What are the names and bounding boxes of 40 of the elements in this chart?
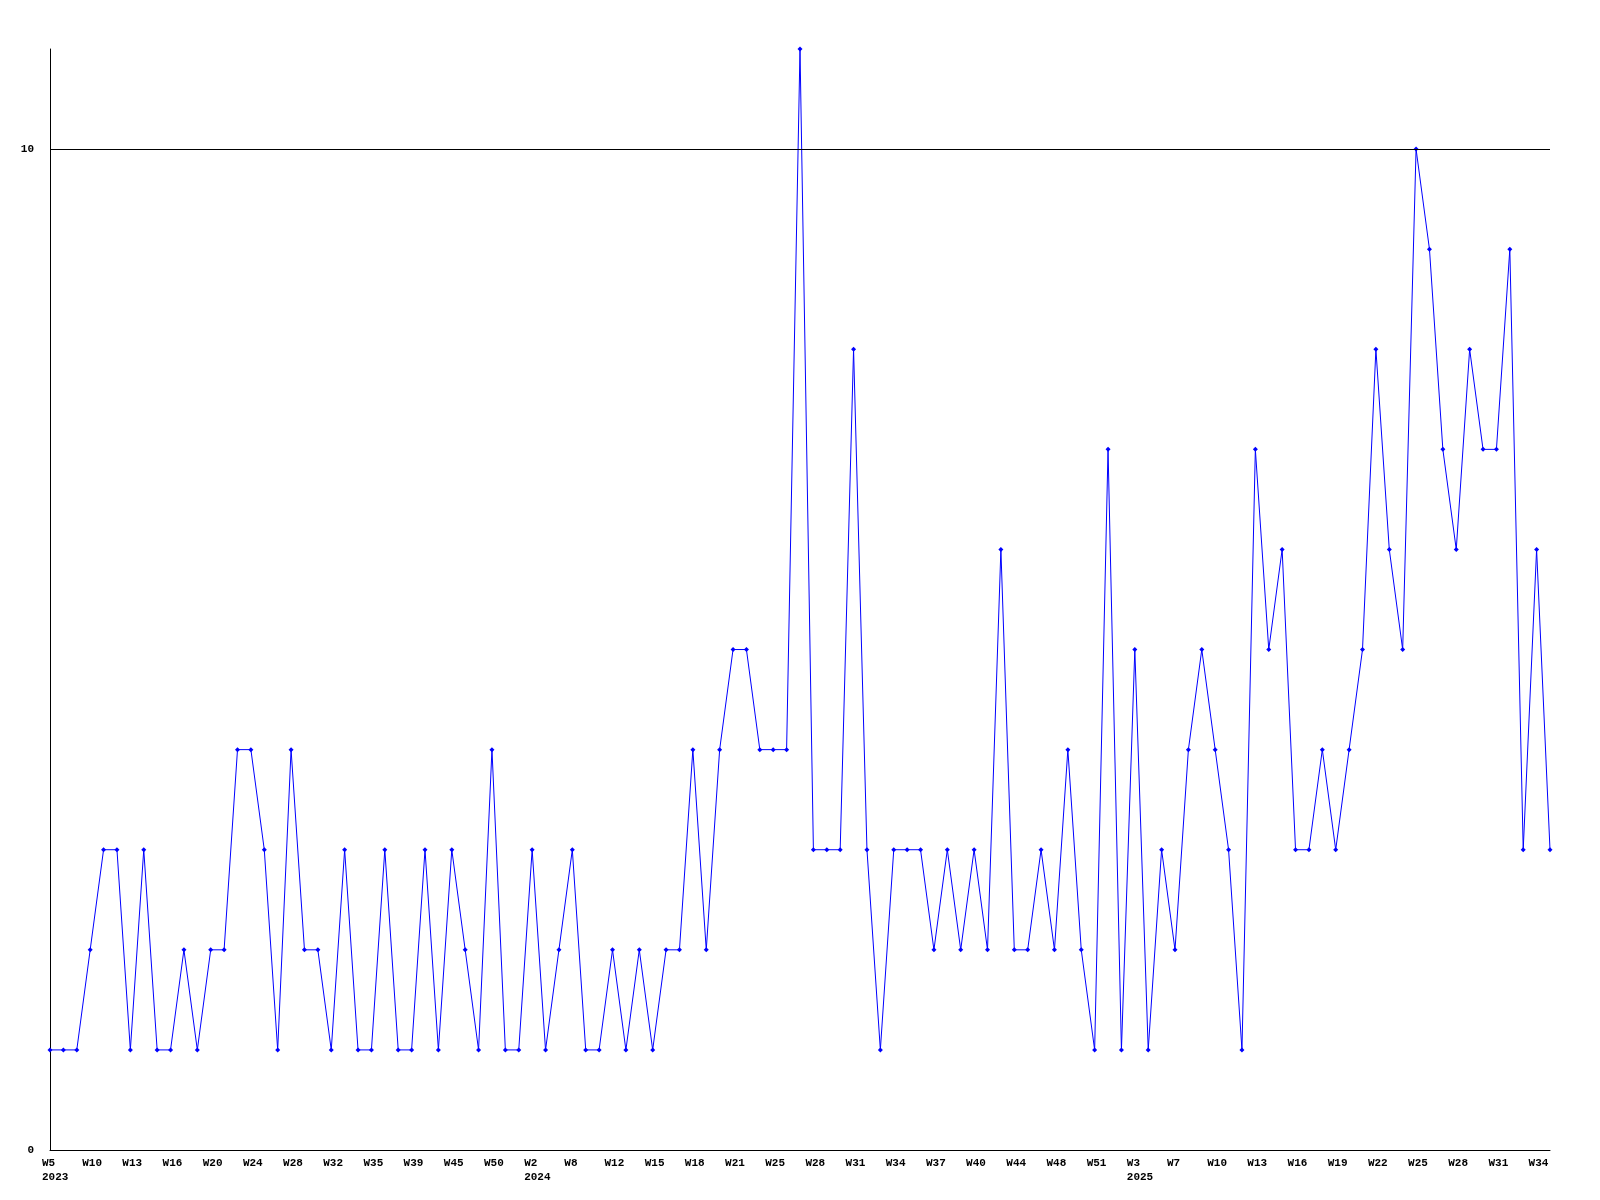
y-tick-label: 0: [27, 1144, 34, 1156]
x-tick-label: W10: [1207, 1157, 1227, 1169]
x-tick-label: W18: [684, 1157, 706, 1169]
x-tick-label: W5 2023: [42, 1157, 69, 1183]
x-tick-label: W3 2025: [1126, 1157, 1154, 1183]
x-tick-label: W44: [1006, 1157, 1027, 1169]
x-tick-label: W16: [162, 1157, 183, 1169]
x-tick-label: W20: [202, 1157, 223, 1169]
x-tick-label: W2 2024: [524, 1157, 551, 1183]
x-tick-label: W7: [1167, 1157, 1181, 1169]
x-tick-label: W19: [1327, 1157, 1348, 1169]
x-tick-label: W16: [1287, 1157, 1308, 1169]
x-tick-label: W32: [323, 1157, 344, 1169]
x-tick-label: W39: [403, 1157, 424, 1169]
x-tick-label: W10: [82, 1157, 102, 1169]
x-tick-label: W13: [122, 1157, 143, 1169]
x-tick-label: W28: [1448, 1157, 1469, 1169]
x-tick-label: W45: [443, 1157, 464, 1169]
x-tick-label: W24: [242, 1157, 264, 1169]
x-tick-label: W28: [805, 1157, 826, 1169]
x-tick-label: W28: [283, 1157, 304, 1169]
x-tick-label: W15: [644, 1157, 665, 1169]
x-tick-label: W51: [1086, 1157, 1107, 1169]
x-tick-label: W35: [363, 1157, 384, 1169]
x-tick-label: W12: [604, 1157, 625, 1169]
x-tick-label: W40: [966, 1157, 986, 1169]
y-tick-label: 10: [20, 143, 34, 156]
x-tick-label: W13: [1247, 1157, 1268, 1169]
x-tick-label: W31: [845, 1157, 866, 1169]
x-tick-label: W50: [483, 1157, 504, 1169]
x-tick-label: W22: [1367, 1157, 1388, 1169]
x-tick-label: W25: [1408, 1157, 1429, 1169]
x-tick-label: W25: [765, 1157, 786, 1169]
x-tick-label: W37: [925, 1157, 946, 1169]
x-tick-label: W31: [1488, 1157, 1509, 1169]
x-tick-label: W48: [1046, 1157, 1067, 1169]
x-tick-label: W34: [1528, 1157, 1549, 1169]
x-tick-label: W21: [725, 1157, 746, 1169]
x-tick-label: W34: [885, 1157, 906, 1169]
x-tick-label: W8: [564, 1157, 578, 1169]
